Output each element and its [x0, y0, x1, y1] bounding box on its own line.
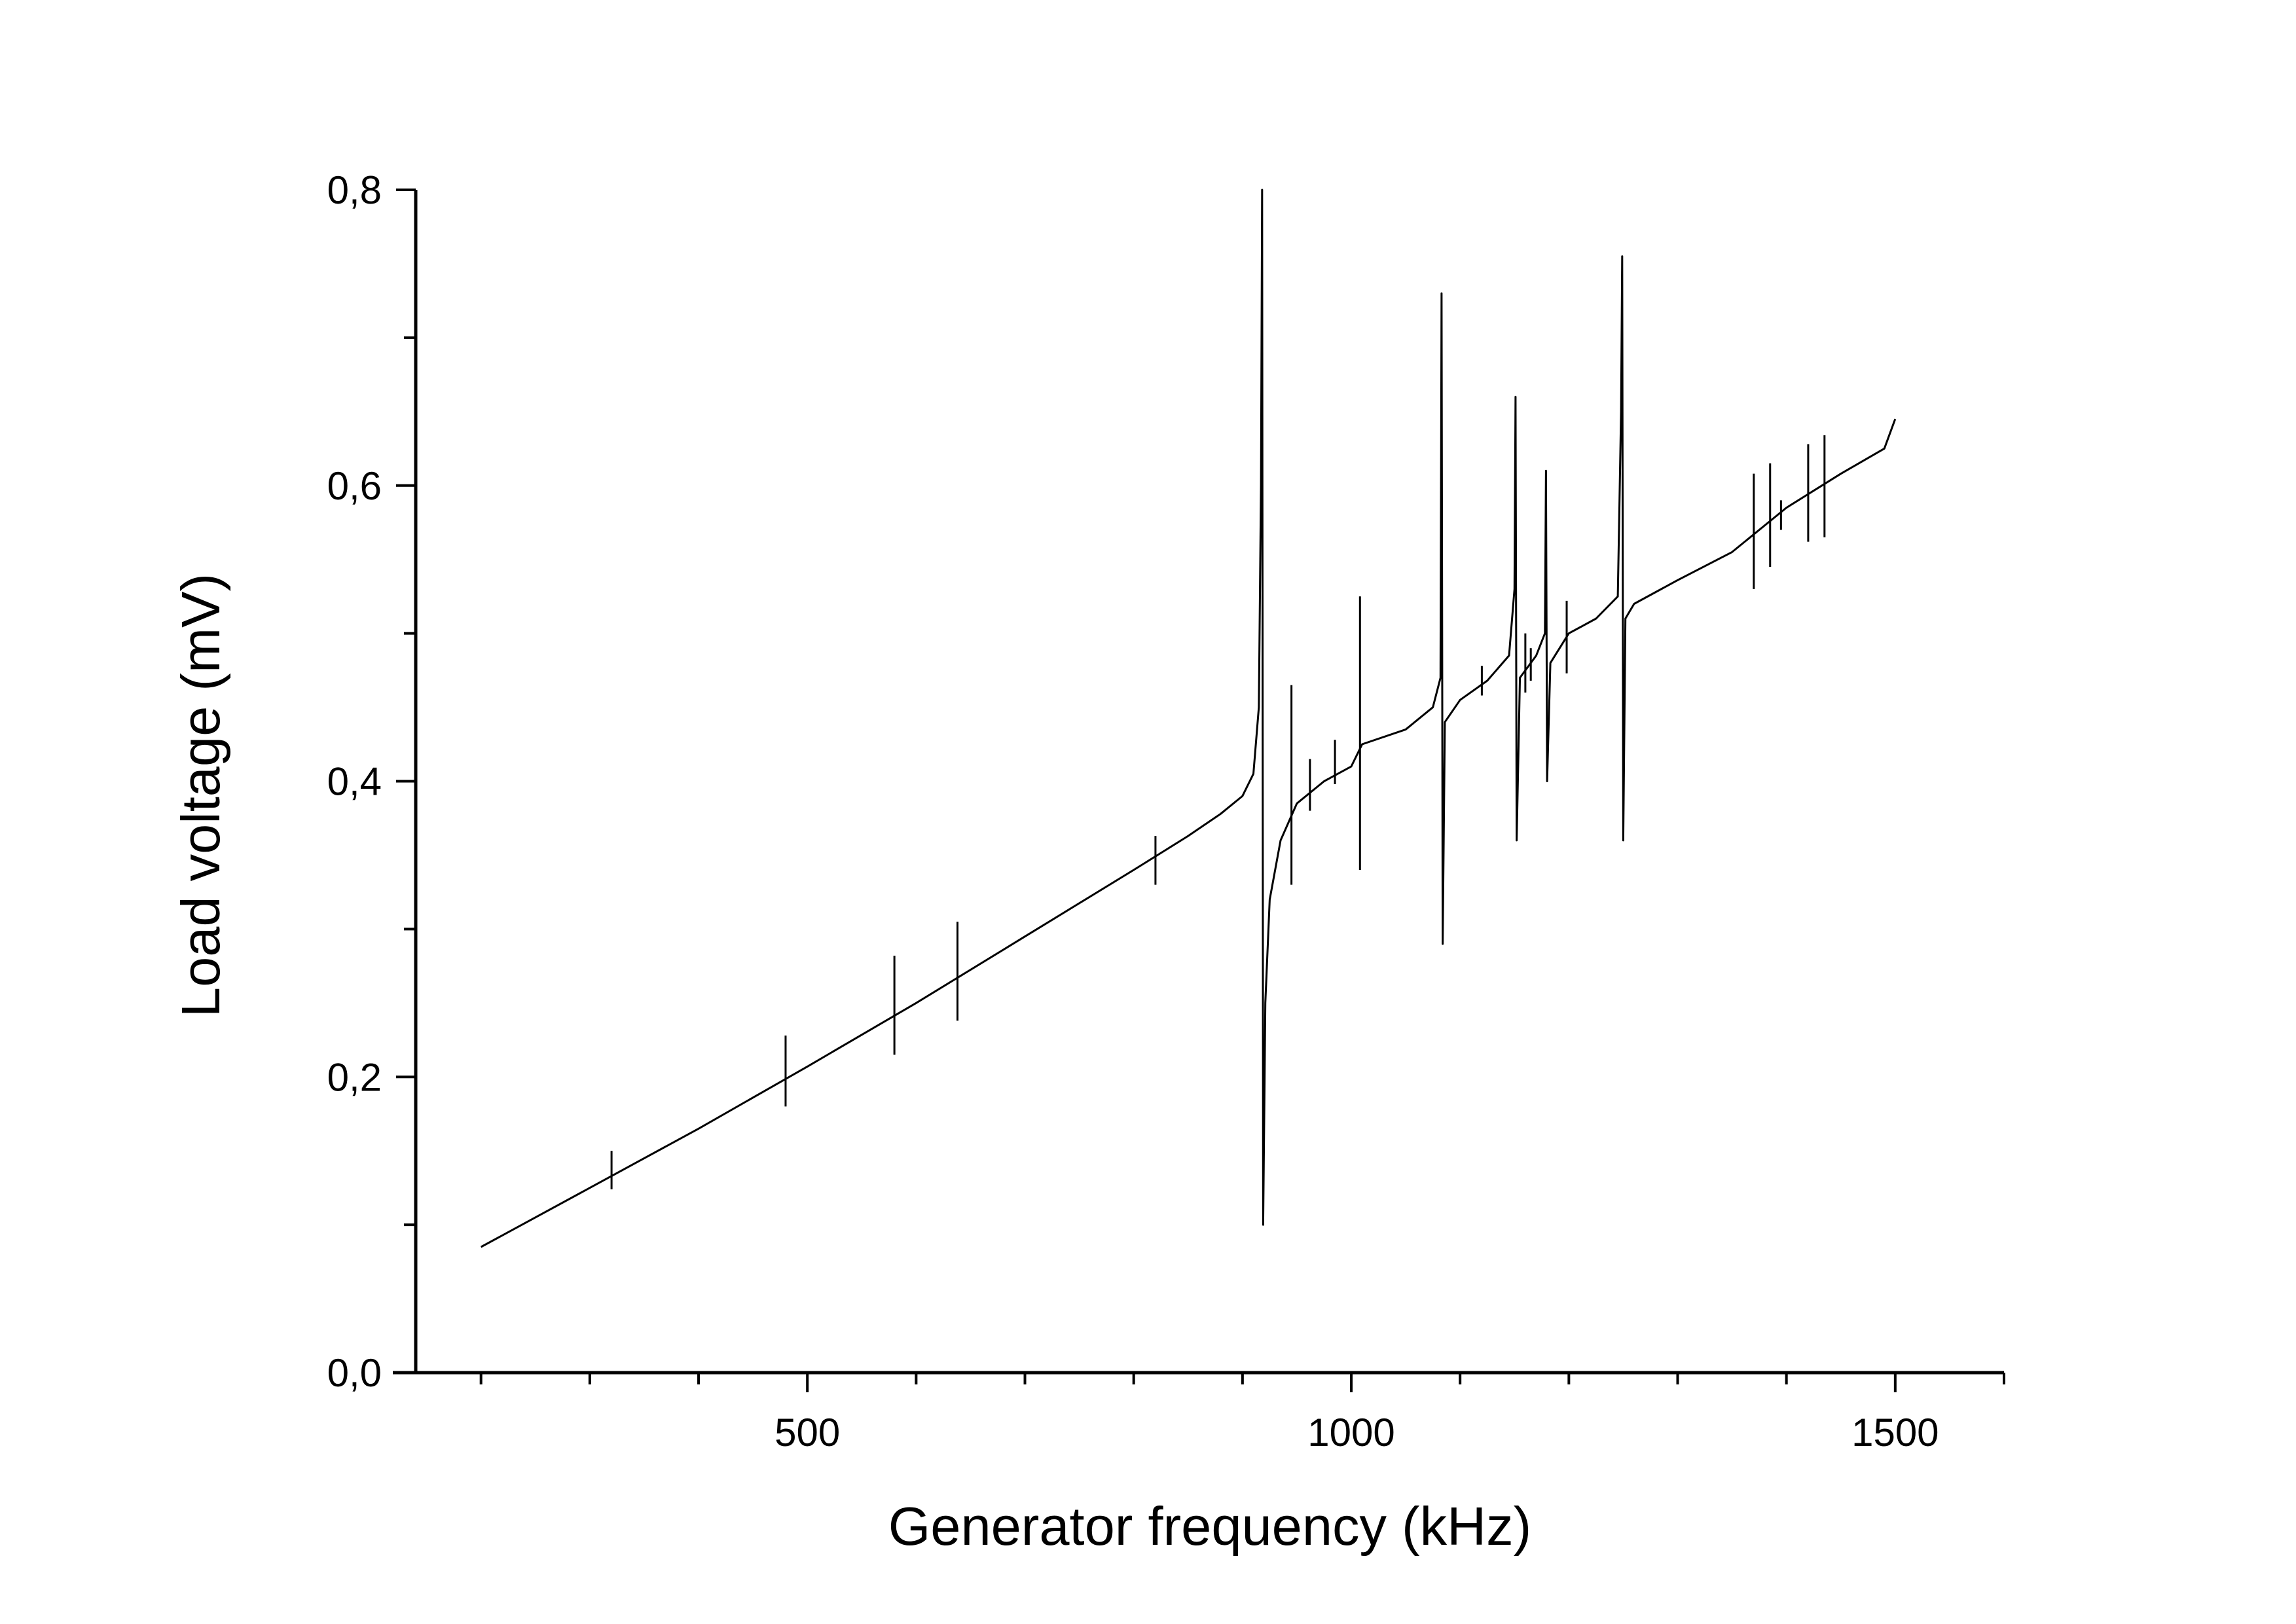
x-axis-ticks: 500 1000 1500	[479, 1373, 2005, 1454]
x-tick-label: 1000	[1307, 1411, 1394, 1454]
series-line	[480, 189, 1897, 1248]
x-tick-label: 500	[774, 1411, 840, 1454]
x-axis-title: Generator frequency (kHz)	[888, 1496, 1532, 1557]
y-tick-label: 0,0	[327, 1351, 382, 1395]
y-tick-label: 0,6	[327, 464, 382, 508]
y-tick-label: 0,4	[327, 760, 382, 804]
y-axis-ticks: 0,0 0,2 0,4 0,6 0,8	[327, 168, 416, 1395]
y-tick-label: 0,2	[327, 1055, 382, 1099]
y-tick-label: 0,8	[327, 168, 382, 212]
x-tick-label: 1500	[1851, 1411, 1939, 1454]
y-axis-title: Load voltage (mV)	[170, 573, 231, 1017]
plot-area	[480, 189, 1897, 1248]
